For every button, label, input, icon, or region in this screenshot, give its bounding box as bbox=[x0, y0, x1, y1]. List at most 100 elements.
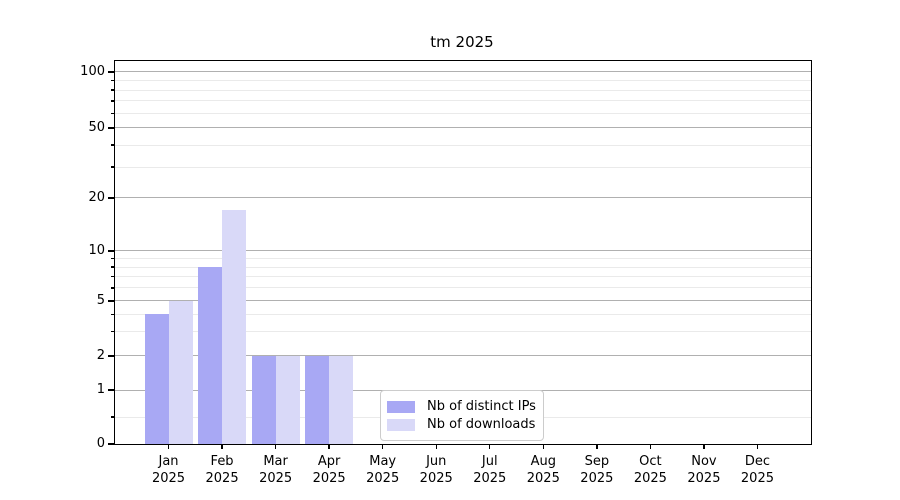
x-tick-label: Jul 2025 bbox=[460, 453, 520, 487]
x-axis-tick bbox=[381, 444, 384, 449]
x-tick-label: Sep 2025 bbox=[567, 453, 627, 487]
bar-nb-of-downloads bbox=[168, 301, 193, 444]
bar-nb-of-distinct-ips bbox=[198, 267, 223, 444]
x-tick-label: Mar 2025 bbox=[246, 453, 306, 487]
major-gridline bbox=[115, 355, 811, 357]
y-tick-label: 1 bbox=[96, 382, 105, 397]
chart-title: tm 2025 bbox=[430, 33, 494, 51]
minor-gridline bbox=[115, 166, 811, 168]
x-tick-label: Aug 2025 bbox=[513, 453, 573, 487]
y-axis-minor-tick bbox=[110, 89, 114, 91]
minor-gridline bbox=[115, 144, 811, 146]
y-axis-tick bbox=[108, 389, 114, 391]
minor-gridline bbox=[115, 276, 811, 278]
y-axis-tick bbox=[108, 127, 114, 129]
legend-swatch-nb-of-downloads bbox=[387, 418, 415, 431]
x-axis-tick bbox=[596, 444, 598, 449]
x-tick-label: Feb 2025 bbox=[192, 453, 252, 487]
y-axis-tick bbox=[108, 71, 114, 73]
x-tick-label-year: 2025 bbox=[205, 471, 239, 486]
x-tick-label-year: 2025 bbox=[259, 471, 293, 486]
x-axis-tick bbox=[435, 444, 437, 449]
y-axis-minor-tick bbox=[110, 266, 114, 268]
x-tick-label: Jan 2025 bbox=[139, 453, 199, 487]
legend-entry: Nb of downloads bbox=[387, 416, 535, 433]
y-axis-tick bbox=[108, 300, 114, 302]
y-axis-minor-tick bbox=[110, 144, 114, 146]
y-tick-label: 100 bbox=[80, 63, 105, 79]
legend-entry: Nb of distinct IPs bbox=[387, 398, 536, 415]
y-tick-label: 2 bbox=[96, 347, 105, 363]
y-axis-minor-tick bbox=[110, 257, 114, 260]
x-axis-tick bbox=[221, 444, 223, 449]
legend-label-nb-of-distinct-ips: Nb of distinct IPs bbox=[427, 399, 536, 414]
bar-nb-of-distinct-ips bbox=[305, 356, 330, 444]
x-tick-label-year: 2025 bbox=[526, 471, 560, 486]
legend: Nb of distinct IPs Nb of downloads bbox=[380, 390, 544, 441]
y-axis-minor-tick bbox=[110, 416, 114, 418]
bar-nb-of-downloads bbox=[329, 356, 354, 444]
x-axis-tick bbox=[274, 444, 277, 449]
x-tick-label-year: 2025 bbox=[473, 471, 507, 486]
major-gridline bbox=[115, 197, 811, 199]
legend-swatch-nb-of-distinct-ips bbox=[387, 400, 415, 413]
y-axis-minor-tick bbox=[110, 287, 114, 289]
x-tick-label-year: 2025 bbox=[687, 471, 721, 486]
minor-gridline bbox=[115, 100, 811, 102]
x-axis-tick bbox=[542, 444, 544, 449]
bar-nb-of-downloads bbox=[222, 210, 247, 444]
minor-gridline bbox=[115, 80, 811, 81]
x-tick-label: May 2025 bbox=[353, 453, 413, 487]
bar-nb-of-downloads bbox=[275, 356, 300, 444]
x-tick-label: Nov 2025 bbox=[674, 453, 734, 487]
x-axis-tick bbox=[328, 444, 330, 449]
y-axis-minor-tick bbox=[110, 112, 114, 114]
x-tick-label: Oct 2025 bbox=[620, 453, 680, 487]
bar-nb-of-distinct-ips bbox=[144, 314, 169, 444]
x-tick-label-year: 2025 bbox=[633, 471, 667, 486]
major-gridline bbox=[115, 300, 811, 302]
x-axis-tick bbox=[703, 444, 705, 449]
y-axis-tick bbox=[108, 355, 114, 357]
x-tick-label-year: 2025 bbox=[740, 471, 774, 486]
major-gridline bbox=[115, 127, 811, 129]
y-axis-minor-tick bbox=[110, 330, 114, 333]
x-tick-label-year: 2025 bbox=[312, 471, 346, 486]
x-tick-label-year: 2025 bbox=[419, 471, 453, 486]
plot-area: 0 1 2 5 10 20 50 100 Jan 2025 Feb 2025 Mar 2025 Apr 202… bbox=[80, 60, 812, 486]
x-tick-label: Jun 2025 bbox=[406, 453, 466, 487]
y-tick-label: 50 bbox=[88, 119, 105, 135]
minor-gridline bbox=[115, 331, 811, 333]
y-tick-label: 10 bbox=[88, 242, 105, 258]
x-axis-tick bbox=[167, 444, 170, 449]
x-tick-label-year: 2025 bbox=[580, 471, 614, 486]
minor-gridline bbox=[115, 112, 811, 114]
x-axis-tick bbox=[756, 444, 759, 449]
x-axis-tick bbox=[489, 444, 491, 449]
major-gridline bbox=[115, 250, 811, 252]
minor-gridline bbox=[115, 89, 811, 91]
major-gridline bbox=[115, 71, 811, 73]
y-axis-minor-tick bbox=[110, 100, 114, 102]
y-axis-tick bbox=[108, 443, 114, 445]
minor-gridline bbox=[115, 287, 811, 289]
y-tick-label: 0 bbox=[96, 436, 105, 451]
y-axis-minor-tick bbox=[110, 276, 114, 278]
x-tick-label: Apr 2025 bbox=[299, 453, 359, 487]
legend-label-nb-of-downloads: Nb of downloads bbox=[427, 417, 536, 432]
bar-nb-of-distinct-ips bbox=[251, 356, 276, 444]
x-tick-label-year: 2025 bbox=[366, 471, 400, 486]
minor-gridline bbox=[115, 258, 811, 260]
y-axis-minor-tick bbox=[110, 79, 114, 82]
y-axis-minor-tick bbox=[110, 166, 114, 168]
minor-gridline bbox=[115, 266, 811, 268]
x-axis-tick bbox=[649, 444, 652, 449]
x-tick-label: Dec 2025 bbox=[727, 453, 787, 487]
y-tick-label: 5 bbox=[96, 292, 105, 308]
minor-gridline bbox=[115, 313, 811, 315]
x-tick-label-year: 2025 bbox=[151, 471, 186, 486]
y-axis-minor-tick bbox=[110, 313, 114, 316]
y-axis-tick bbox=[108, 250, 114, 252]
y-tick-label: 20 bbox=[88, 189, 105, 205]
